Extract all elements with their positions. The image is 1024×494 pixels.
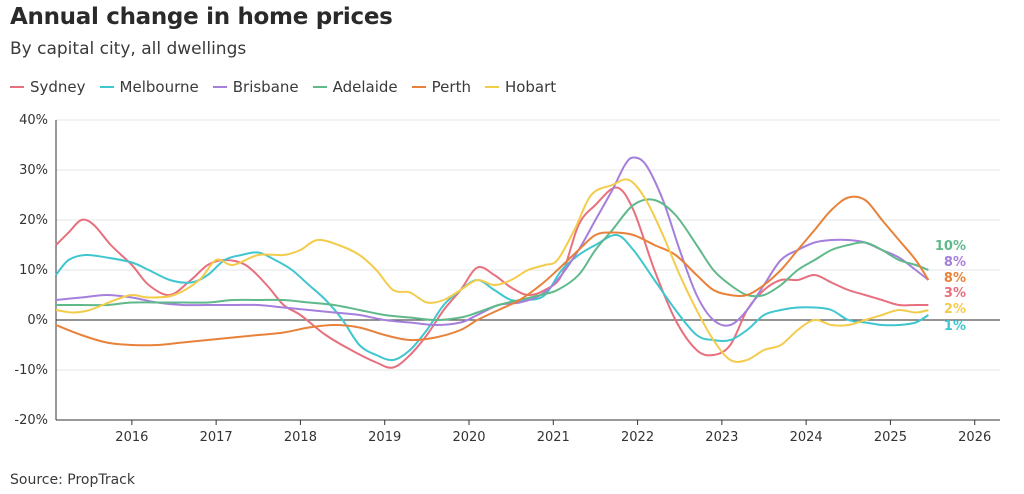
x-tick-label: 2023	[705, 430, 738, 445]
series-line-melbourne	[55, 233, 929, 362]
y-axis: 40% 30% 20% 10% 0% -10% -20%	[14, 113, 57, 428]
y-tick-label: 30%	[19, 163, 48, 178]
legend-swatch	[212, 86, 227, 88]
series-lines	[55, 156, 930, 369]
y-tick-label: -10%	[14, 363, 48, 378]
x-tick-label: 2016	[115, 430, 148, 445]
x-tick-label: 2017	[200, 430, 233, 445]
legend-item-brisbane: Brisbane	[212, 78, 299, 96]
legend-label: Sydney	[30, 78, 86, 96]
series-line-brisbane	[55, 156, 930, 327]
y-tick-label: 10%	[19, 263, 48, 278]
legend-swatch	[312, 86, 327, 88]
legend-label: Adelaide	[332, 78, 398, 96]
legend-label: Perth	[431, 78, 471, 96]
x-tick-label: 2026	[958, 430, 991, 445]
legend-item-adelaide: Adelaide	[312, 78, 398, 96]
legend-item-sydney: Sydney	[10, 78, 86, 96]
x-axis: 2016 2017 2018 2019 2020 2021 2022 2023 2024 2025…	[56, 419, 1000, 445]
x-tick-label: 2021	[537, 430, 570, 445]
series-line-hobart	[55, 178, 929, 363]
series-line-sydney	[55, 186, 929, 369]
legend-item-hobart: Hobart	[484, 78, 557, 96]
y-tick-label: 0%	[27, 313, 48, 328]
y-tick-label: 40%	[19, 113, 48, 128]
legend-swatch	[10, 86, 24, 88]
series-line-perth	[55, 195, 930, 347]
y-tick-label: 20%	[19, 213, 48, 228]
end-labels: 10%8%8%3%2%1%	[935, 239, 966, 334]
x-tick-label: 2018	[284, 430, 317, 445]
legend-item-perth: Perth	[411, 78, 471, 96]
end-label-perth: 8%	[944, 271, 966, 286]
chart-subtitle: By capital city, all dwellings	[10, 39, 247, 59]
legend-swatch	[484, 86, 499, 88]
end-label-sydney: 3%	[944, 286, 966, 301]
end-label-brisbane: 8%	[944, 255, 966, 270]
legend-swatch	[99, 86, 114, 88]
x-tick-label: 2020	[452, 430, 485, 445]
legend-item-melbourne: Melbourne	[99, 78, 199, 96]
end-label-melbourne: 1%	[944, 319, 966, 334]
series-line-adelaide	[56, 198, 929, 321]
end-label-adelaide: 10%	[935, 239, 966, 254]
legend-label: Brisbane	[232, 78, 299, 96]
x-tick-label: 2022	[621, 430, 654, 445]
x-tick-label: 2019	[368, 430, 401, 445]
x-tick-label: 2025	[874, 430, 907, 445]
source-note: Source: PropTrack	[10, 472, 135, 488]
chart-legend: Sydney Melbourne Brisbane Adelaide Perth Hoba…	[10, 78, 556, 96]
legend-label: Melbourne	[119, 78, 199, 96]
chart-title: Annual change in home prices	[10, 4, 393, 30]
legend-swatch	[411, 86, 426, 88]
x-tick-label: 2024	[790, 430, 823, 445]
legend-label: Hobart	[504, 78, 557, 96]
end-label-hobart: 2%	[944, 302, 966, 317]
y-tick-label: -20%	[14, 413, 48, 428]
